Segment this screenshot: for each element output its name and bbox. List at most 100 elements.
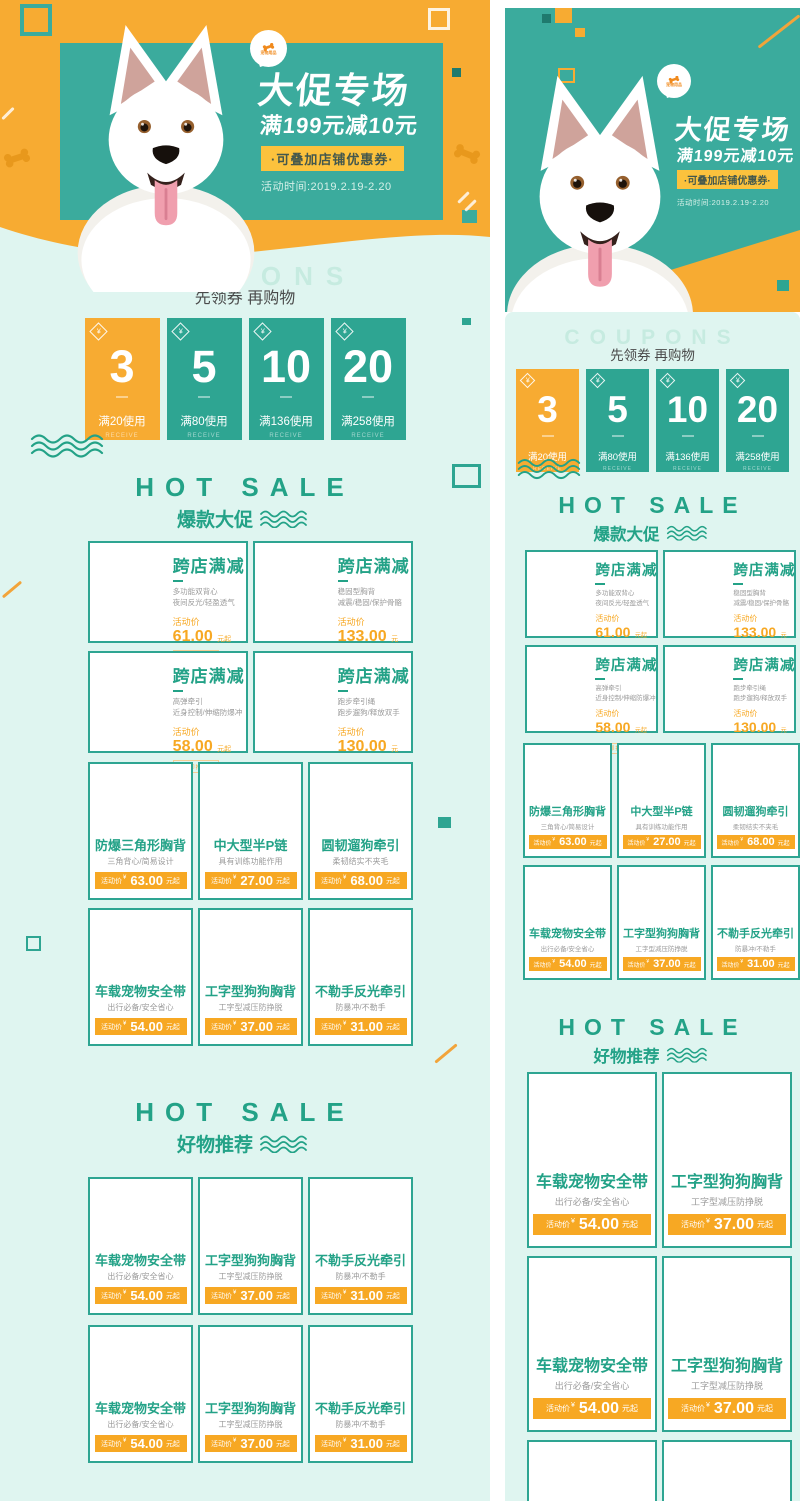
price-unit: 元起 (165, 877, 180, 885)
hero-banner[interactable]: 宠物用品 大促专场 满199元减10元 ·可叠加店铺优惠券· 活动时间:2019… (505, 8, 800, 312)
promo-card[interactable]: 跨店满减 高弹牵引 近身控制/伸缩防爆冲 活动价 58.00 元起 立即抢购 (88, 651, 248, 773)
coupon-card[interactable]: ¥ 3 满20使用 RECEIVE (516, 369, 579, 472)
promo-card[interactable]: 跨店满减 跑步牵引绳 跑步遛狗/释放双手 活动价 130.00 元起 立即抢购 (663, 645, 796, 772)
promo-card[interactable]: 跨店满减 稳固型胸背 减震/稳固/保护骨骼 活动价 133.00 元起 立即抢购 (253, 541, 413, 681)
coupon-card[interactable]: ¥ 10 满136使用 RECEIVE (656, 369, 719, 472)
price-badge: 活动价 ¥ 37.00 元起 (204, 1435, 297, 1452)
price-badge: 活动价 ¥ 27.00 元起 (622, 835, 701, 849)
currency-symbol: ¥ (552, 837, 556, 843)
product-card[interactable]: 不勒手反光牵引 防暴冲/不勒手 活动价 ¥ 31.00 元起 (308, 1177, 413, 1315)
coupon-card[interactable]: ¥ 3 满20使用 RECEIVE (84, 318, 160, 440)
currency-symbol: ¥ (646, 837, 650, 843)
coupon-condition: 满258使用 (341, 416, 395, 428)
product-card[interactable]: 车载宠物安全带 出行必备/安全省心 活动价¥ 54.00 元起 (527, 1440, 657, 1501)
divider (595, 583, 606, 585)
coupon-receive-hint: RECEIVE (533, 466, 562, 472)
promo-card[interactable]: 跨店满减 高弹牵引 近身控制/伸缩防爆冲 活动价 58.00 元起 立即抢购 (525, 645, 658, 754)
coupon-condition: 满136使用 (665, 452, 710, 463)
product-name: 中大型半P链 (213, 838, 288, 853)
dog-photo (72, 10, 260, 292)
price-value: 61.00 (172, 627, 213, 645)
price-badge: 活动价 ¥ 68.00 元起 (314, 872, 407, 889)
product-card[interactable]: 中大型半P链 具有训练功能作用 活动价 ¥ 27.00 元起 (617, 743, 706, 858)
product-desc: 柔韧结实不夹毛 (732, 824, 779, 831)
coupon-card[interactable]: ¥ 20 满258使用 RECEIVE (330, 318, 406, 440)
product-card[interactable]: 车载宠物安全带 出行必备/安全省心 活动价¥ 54.00 元起 (88, 908, 193, 1046)
price-value: 37.00 (240, 1288, 273, 1303)
product-card[interactable]: 车载宠物安全带 出行必备/安全省心 活动价¥ 54.00 元起 (527, 1256, 657, 1432)
product-name: 工字型狗狗胸背 (623, 928, 700, 940)
price-badge: 活动价 ¥ 31.00 元起 (314, 1435, 407, 1452)
coupon-badge-icon: ¥ (589, 372, 606, 389)
promo-card[interactable]: 跨店满减 多功能双背心 夜间反光/轻盈透气 活动价 61.00 元起 立即抢购 (88, 541, 248, 663)
price-value: 31.00 (350, 1019, 383, 1034)
hot-product-grid: 防爆三角形胸背 三角背心/简易设计 活动价 ¥ 63.00 元起 中大型半P链 具… (523, 743, 800, 980)
coupon-card[interactable]: ¥ 5 满80使用 RECEIVE (586, 369, 649, 472)
product-image-placeholder (90, 1327, 191, 1398)
price-label: 活动价 (721, 840, 740, 847)
product-card[interactable]: 防爆三角形胸背 三角背心/简易设计 活动价 ¥ 63.00 元起 (88, 762, 193, 900)
promo-card[interactable]: 跨店满减 跑步牵引绳 跑步遛狗/释放双手 活动价 130.00 元起 立即抢购 (253, 651, 413, 791)
currency-symbol: ¥ (343, 1020, 347, 1027)
product-card[interactable]: 车载宠物安全带 出行必备/安全省心 活动价¥ 54.00 元起 (88, 1177, 193, 1315)
price-unit: 元起 (385, 1292, 400, 1300)
promo-line1: 跑步牵引绳 (337, 697, 376, 706)
product-card[interactable]: 车载宠物安全带 出行必备/安全省心 活动价¥ 54.00 元起 (523, 865, 612, 980)
promo-line1: 多功能双背心 (595, 590, 635, 597)
banner-title: 大促专场 (255, 70, 412, 111)
price-unit: 元起 (275, 1023, 290, 1031)
price-label: 活动价 (321, 1440, 343, 1448)
price-label: 活动价 (681, 1220, 706, 1229)
promo-card[interactable]: 跨店满减 稳固型胸背 减震/稳固/保护骨骼 活动价 133.00 元起 立即抢购 (663, 550, 796, 677)
product-card[interactable]: 工字型狗狗胸背 工字型减压防挣脱 活动价¥ 37.00 元起 (198, 1177, 303, 1315)
price-badge: 活动价 ¥ 31.00 元起 (716, 957, 795, 971)
mobile-preview: 宠物用品 大促专场 满199元减10元 ·可叠加店铺优惠券· 活动时间:2019… (505, 0, 800, 1501)
decor-slash (757, 14, 800, 49)
currency-symbol: ¥ (123, 1289, 127, 1296)
currency-symbol: ¥ (233, 1437, 237, 1444)
coupon-card[interactable]: ¥ 20 满258使用 RECEIVE (726, 369, 789, 472)
product-card[interactable]: 工字型狗狗胸背 工字型减压防挣脱 活动价¥ 37.00 元起 (662, 1072, 792, 1248)
product-card[interactable]: 不勒手反光牵引 防暴冲/不勒手 活动价 ¥ 31.00 元起 (711, 865, 800, 980)
wave-decor (666, 525, 712, 541)
currency-symbol: ¥ (233, 1289, 237, 1296)
product-card[interactable]: 车载宠物安全带 出行必备/安全省心 活动价¥ 54.00 元起 (527, 1072, 657, 1248)
product-image-placeholder (90, 910, 191, 981)
product-desc: 出行必备/安全省心 (554, 1197, 630, 1207)
product-card[interactable]: 车载宠物安全带 出行必备/安全省心 活动价¥ 54.00 元起 (88, 1325, 193, 1463)
product-card[interactable]: 工字型狗狗胸背 工字型减压防挣脱 活动价¥ 37.00 元起 (617, 865, 706, 980)
coupon-condition: 满80使用 (597, 452, 638, 463)
price-value: 54.00 (578, 1215, 619, 1233)
product-card[interactable]: 不勒手反光牵引 防暴冲/不勒手 活动价 ¥ 31.00 元起 (308, 1325, 413, 1463)
coupon-receive-hint: RECEIVE (351, 433, 385, 439)
product-card[interactable]: 中大型半P链 具有训练功能作用 活动价 ¥ 27.00 元起 (198, 762, 303, 900)
heading-cn: 爆款大促 (593, 526, 660, 544)
product-card[interactable]: 工字型狗狗胸背 工字型减压防挣脱 活动价¥ 37.00 元起 (662, 1440, 792, 1501)
product-card[interactable]: 圆韧遛狗牵引 柔韧结实不夹毛 活动价 ¥ 68.00 元起 (711, 743, 800, 858)
divider (337, 580, 348, 582)
divider (362, 396, 374, 398)
heading-en: HOT SALE (135, 1097, 355, 1127)
product-card[interactable]: 工字型狗狗胸背 工字型减压防挣脱 活动价¥ 37.00 元起 (198, 1325, 303, 1463)
product-desc: 具有训练功能作用 (635, 824, 688, 831)
product-card[interactable]: 工字型狗狗胸背 工字型减压防挣脱 活动价¥ 37.00 元起 (198, 908, 303, 1046)
promo-card[interactable]: 跨店满减 多功能双背心 夜间反光/轻盈透气 活动价 61.00 元起 立即抢购 (525, 550, 658, 659)
product-card[interactable]: 防爆三角形胸背 三角背心/简易设计 活动价 ¥ 63.00 元起 (523, 743, 612, 858)
price-label: 活动价 (321, 1292, 343, 1300)
product-card[interactable]: 工字型狗狗胸背 工字型减压防挣脱 活动价¥ 37.00 元起 (662, 1256, 792, 1432)
price-label: 活动价 (733, 613, 758, 623)
price-label: 活动价 (337, 726, 365, 737)
product-image-placeholder (664, 1442, 790, 1501)
product-desc: 出行必备/安全省心 (107, 1272, 174, 1281)
coupon-receive-hint: RECEIVE (673, 466, 702, 472)
coupon-card[interactable]: ¥ 10 满136使用 RECEIVE (248, 318, 324, 440)
product-card[interactable]: 圆韧遛狗牵引 柔韧结实不夹毛 活动价 ¥ 68.00 元起 (308, 762, 413, 900)
currency-symbol: ¥ (123, 1437, 127, 1444)
price-value: 27.00 (653, 836, 681, 848)
promo-line2: 跑步遛狗/释放双手 (337, 708, 400, 718)
coupon-card[interactable]: ¥ 5 满80使用 RECEIVE (166, 318, 242, 440)
price-badge: 活动价 ¥ 54.00 元起 (533, 1214, 651, 1235)
currency-symbol: ¥ (123, 874, 127, 881)
product-card[interactable]: 不勒手反光牵引 防暴冲/不勒手 活动价 ¥ 31.00 元起 (308, 908, 413, 1046)
promo-card-title: 跨店满减 (733, 658, 796, 674)
